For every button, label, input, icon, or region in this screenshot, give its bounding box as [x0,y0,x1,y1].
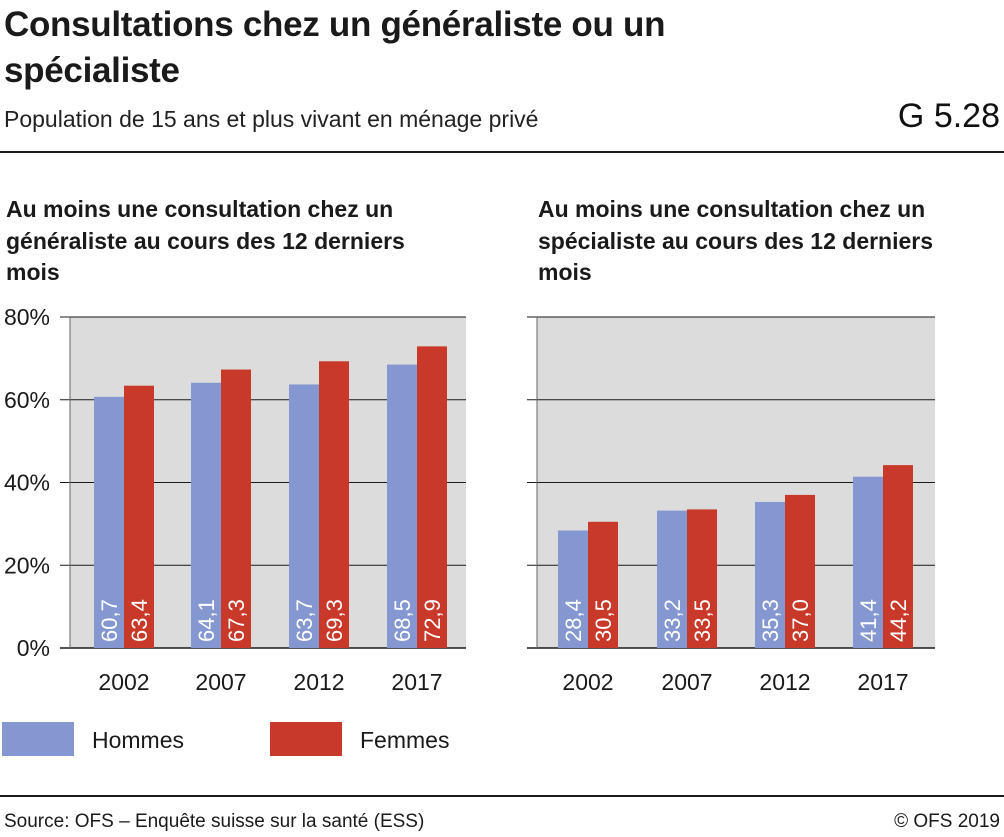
x-tick-label: 2012 [759,669,810,695]
x-tick-label: 2007 [661,669,712,695]
y-tick-label: 60% [4,387,50,413]
bar-femmes-2002 [588,521,618,648]
panel-title-generaliste: Au moins une consultation chez un généra… [6,196,405,285]
bar-femmes-2007 [221,369,251,648]
panel-title-specialiste: Au moins une consultation chez un spécia… [538,196,934,285]
y-tick-label: 80% [4,304,50,330]
bar-value-label: 63,7 [292,599,317,642]
bar-femmes-2002 [124,385,154,648]
bar-value-label: 64,1 [194,599,219,642]
bar-value-label: 68,5 [390,599,415,642]
x-tick-label: 2012 [293,669,344,695]
bar-value-label: 44,2 [886,599,911,642]
bar-femmes-2012 [319,361,349,648]
legend-swatch-femmes [270,722,342,756]
bar-value-label: 30,5 [591,599,616,642]
bar-femmes-2007 [687,509,717,648]
x-tick-label: 2007 [195,669,246,695]
bar-femmes-2017 [883,465,913,648]
bar-value-label: 63,4 [127,599,152,642]
bar-value-label: 60,7 [97,599,122,642]
bar-femmes-2012 [785,494,815,648]
x-tick-label: 2002 [562,669,613,695]
page-subtitle: Population de 15 ans et plus vivant en m… [4,106,539,132]
bar-value-label: 35,3 [758,599,783,642]
legend-label-femmes: Femmes [360,727,450,753]
bar-hommes-2002 [558,530,588,648]
bar-value-label: 33,2 [660,599,685,642]
bar-hommes-2007 [191,382,221,648]
bar-hommes-2012 [289,384,319,648]
y-tick-label: 20% [4,552,50,578]
chart-panel-0: 0% 20% 40% 60% 80% 2002 60,7 63,4 2007 64,1 67,3 20… [4,304,466,695]
page-title: Consultations chez un généraliste ou un … [4,5,666,90]
copyright: © OFS 2019 [894,811,1000,832]
bar-value-label: 37,0 [788,599,813,642]
bar-hommes-2017 [387,364,417,648]
bar-value-label: 41,4 [856,599,881,642]
bar-hommes-2012 [755,501,785,648]
bar-hommes-2017 [853,476,883,648]
bar-hommes-2007 [657,510,687,648]
chart-panel-1: 2002 28,4 30,5 2007 33,2 33,5 2012 35,3 37,0 2017… [527,316,935,695]
source-note: Source: OFS – Enquête suisse sur la sant… [4,811,425,832]
y-tick-label: 0% [17,635,50,661]
y-tick-label: 40% [4,470,50,496]
bar-value-label: 33,5 [690,599,715,642]
footer-divider [0,795,1004,797]
x-tick-label: 2017 [857,669,908,695]
header-divider [0,151,1004,153]
bar-value-label: 28,4 [561,599,586,642]
x-tick-label: 2002 [98,669,149,695]
bar-femmes-2017 [417,346,447,648]
bar-value-label: 72,9 [420,599,445,642]
bar-value-label: 67,3 [224,599,249,642]
legend-swatch-hommes [2,722,74,756]
bar-value-label: 69,3 [322,599,347,642]
bar-charts: 0% 20% 40% 60% 80% 2002 60,7 63,4 2007 64,1 67,3 20… [4,304,935,695]
x-tick-label: 2017 [391,669,442,695]
legend-label-hommes: Hommes [92,727,185,753]
bar-hommes-2002 [94,396,124,648]
figure-code: G 5.28 [897,97,1000,135]
